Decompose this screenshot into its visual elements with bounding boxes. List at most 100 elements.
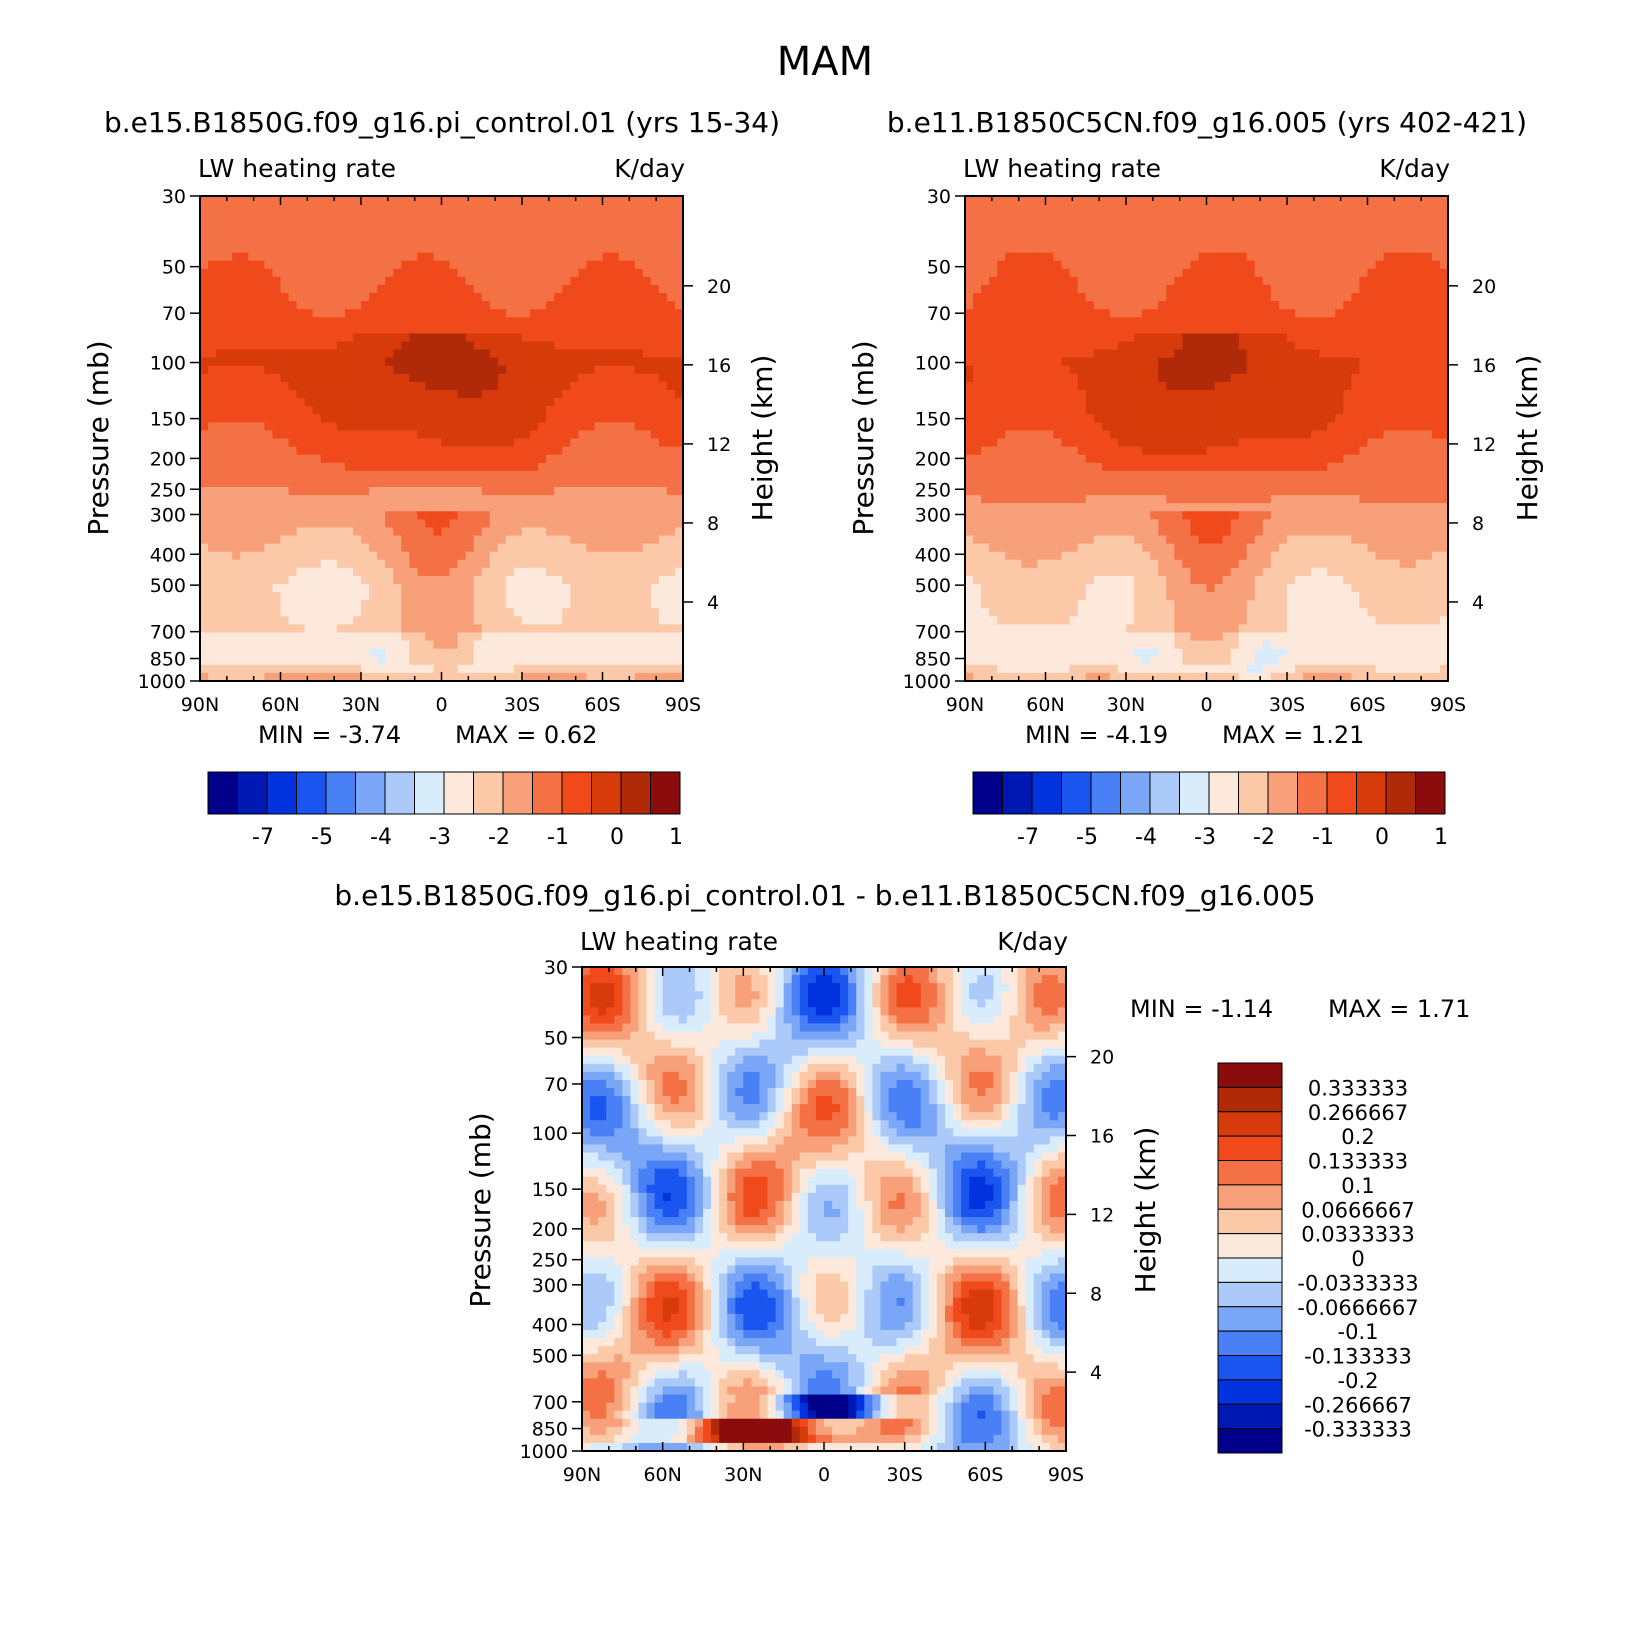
heatmap-cell (264, 325, 274, 335)
heatmap-cell (1061, 196, 1071, 205)
heatmap-cell (997, 365, 1006, 375)
heatmap-cell (280, 204, 290, 213)
heatmap-cell (1367, 236, 1377, 246)
heatmap-cell (610, 430, 620, 440)
heatmap-cell (393, 462, 402, 472)
heatmap-cell (280, 398, 290, 407)
heatmap-cell (336, 527, 346, 537)
heatmap-cell (361, 624, 370, 634)
heatmap-cell (1303, 220, 1312, 229)
heatmap-cell (457, 244, 467, 254)
heatmap-cell (296, 527, 306, 537)
heatmap-cell (602, 398, 612, 407)
heatmap-cell (457, 268, 467, 278)
heatmap-cell (973, 252, 982, 262)
heatmap-cell (513, 600, 523, 609)
heatmap-cell (1166, 357, 1175, 367)
heatmap-cell (674, 640, 683, 650)
heatmap-cell (393, 592, 402, 601)
heatmap-cell (264, 672, 274, 681)
heatmap-cell (240, 454, 249, 464)
heatmap-cell (634, 567, 644, 577)
heatmap-cell (425, 252, 435, 262)
heatmap-cell (1335, 317, 1344, 326)
heatmap-cell (513, 220, 523, 229)
heatmap-cell (328, 406, 338, 415)
heatmap-cell (1037, 196, 1047, 205)
heatmap-cell (618, 333, 628, 343)
heatmap-cell (1343, 284, 1352, 294)
heatmap-cell (1359, 357, 1369, 367)
heatmap-cell (312, 478, 322, 488)
heatmap-cell (441, 559, 451, 569)
heatmap-cell (1327, 236, 1336, 246)
heatmap-cell (1021, 349, 1030, 359)
heatmap-cell (618, 284, 628, 294)
heatmap-cell (361, 487, 370, 496)
heatmap-cell (1085, 220, 1095, 229)
heatmap-cell (288, 478, 298, 488)
heatmap-cell (513, 244, 523, 254)
heatmap-cell (634, 390, 644, 399)
heatmap-cell (256, 519, 265, 529)
heatmap-cell (369, 664, 378, 674)
heatmap-cell (1037, 284, 1047, 294)
heatmap-cell (489, 470, 499, 480)
heatmap-cell (594, 228, 604, 238)
heatmap-cell (264, 519, 274, 529)
heatmap-cell (425, 446, 435, 456)
heatmap-cell (433, 398, 443, 407)
heatmap-cell (666, 664, 676, 674)
heatmap-cell (272, 390, 282, 399)
heatmap-cell (369, 446, 378, 456)
heatmap-cell (361, 575, 370, 585)
heatmap-cell (1254, 220, 1264, 229)
heatmap-cell (658, 293, 668, 302)
heatmap-cell (642, 487, 652, 496)
heatmap-cell (602, 567, 612, 577)
heatmap-cell (497, 478, 507, 488)
heatmap-cell (634, 325, 644, 335)
heatmap-cell (594, 664, 604, 674)
heatmap-cell (336, 503, 346, 512)
heatmap-cell (546, 236, 555, 246)
heatmap-cell (1367, 284, 1377, 294)
heatmap-cell (441, 301, 451, 310)
heatmap-cell (1335, 212, 1344, 221)
heatmap-cell (433, 478, 443, 488)
heatmap-cell (417, 309, 426, 318)
heatmap-cell (1335, 357, 1344, 367)
heatmap-cell (465, 244, 475, 254)
heatmap-cell (666, 236, 676, 246)
heatmap-cell (626, 487, 636, 496)
heatmap-cell (240, 293, 249, 302)
heatmap-cell (489, 398, 499, 407)
heatmap-cell (1214, 268, 1224, 278)
heatmap-cell (425, 648, 435, 658)
heatmap-cell (248, 317, 257, 326)
heatmap-cell (248, 212, 257, 221)
heatmap-cell (1295, 228, 1304, 238)
heatmap-cell (1174, 268, 1183, 278)
heatmap-cell (1061, 341, 1071, 351)
heatmap-cell (1142, 252, 1151, 262)
heatmap-cell (296, 252, 306, 262)
heatmap-cell (425, 244, 435, 254)
heatmap-cell (650, 478, 660, 488)
heatmap-cell (361, 535, 370, 545)
heatmap-cell (1037, 260, 1047, 270)
heatmap-cell (417, 495, 426, 504)
heatmap-cell (449, 624, 459, 634)
heatmap-cell (344, 584, 354, 593)
heatmap-cell (1270, 309, 1280, 318)
colorbar-swatch (443, 771, 474, 815)
heatmap-cell (1383, 349, 1393, 359)
heatmap-cell (224, 559, 233, 569)
heatmap-cell (642, 325, 652, 335)
heatmap-cell (328, 317, 338, 326)
heatmap-cell (674, 527, 683, 537)
heatmap-cell (570, 260, 579, 270)
heatmap-cell (377, 454, 386, 464)
heatmap-cell (1311, 349, 1320, 359)
heatmap-cell (216, 317, 225, 326)
